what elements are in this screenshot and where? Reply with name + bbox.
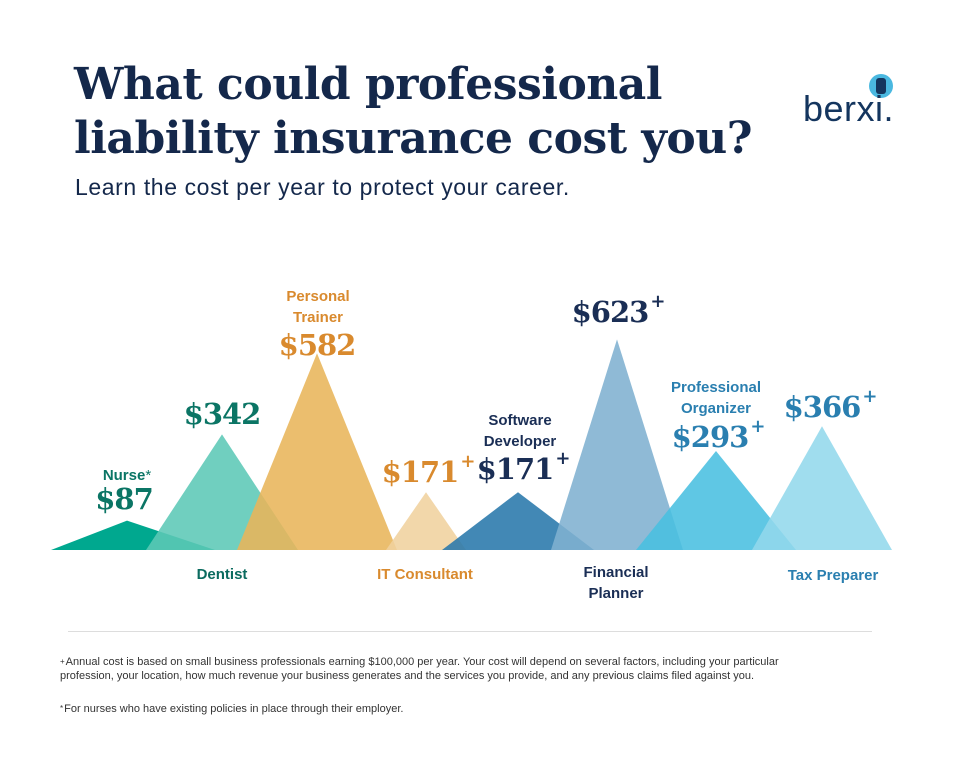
triangle-financial-planner: [551, 339, 683, 550]
value-financial-planner: $623 +: [571, 291, 666, 329]
label-software-developer: Software Developer: [483, 412, 557, 450]
value-nurse: $87: [95, 482, 154, 516]
label-tax-preparer: Tax Preparer: [787, 567, 879, 584]
label-financial-planner: Financial Planner: [583, 564, 649, 602]
label-personal-trainer: Personal Trainer: [286, 288, 350, 326]
berxi-logo: berxi.: [803, 74, 913, 129]
label-nurse: Nurse*: [102, 467, 152, 484]
triangle-personal-trainer: [237, 353, 397, 550]
logo-mark-icon: [869, 74, 893, 98]
value-tax-preparer: $366 +: [783, 386, 878, 424]
value-personal-trainer: $582: [278, 328, 357, 362]
page-subtitle: Learn the cost per year to protect your …: [75, 174, 570, 200]
footnote-plus: +Annual cost is based on small business …: [60, 656, 779, 682]
value-software-developer: $171 +: [476, 448, 571, 486]
label-it-consultant: IT Consultant: [377, 566, 473, 583]
label-dentist: Dentist: [196, 566, 248, 583]
footnote-asterisk: *For nurses who have existing policies i…: [60, 703, 404, 715]
logo-text: berxi.: [803, 88, 895, 129]
triangle-it-consultant: [386, 492, 466, 550]
value-dentist: $342: [183, 397, 262, 431]
divider: [68, 631, 872, 632]
page-title: What could professional liability insura…: [74, 59, 753, 164]
triangle-professional-organizer: [636, 450, 796, 550]
label-professional-organizer: Professional Organizer: [670, 379, 762, 417]
value-professional-organizer: $293 +: [671, 416, 766, 454]
triangle-tax-preparer: [752, 426, 892, 550]
value-it-consultant: $171 +: [381, 451, 476, 489]
